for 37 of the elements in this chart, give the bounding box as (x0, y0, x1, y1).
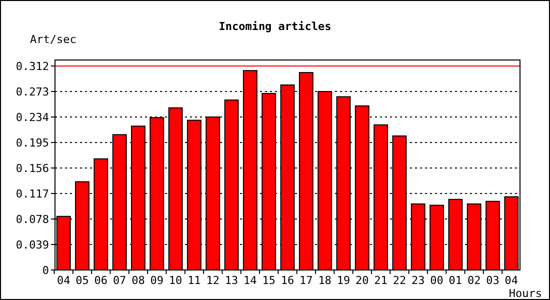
y-tick-label: 0.312 (16, 60, 49, 73)
x-tick-label: 20 (356, 274, 369, 287)
x-tick-label: 08 (132, 274, 145, 287)
y-tick-label: 0.273 (16, 85, 49, 98)
y-tick-label: 0.078 (16, 212, 49, 226)
x-tick-label: 15 (262, 274, 276, 287)
x-tick-label: 09 (150, 274, 164, 287)
x-tick-label: 02 (467, 274, 481, 287)
x-tick-label: 05 (76, 274, 89, 287)
y-tick-label: 0.117 (16, 187, 49, 200)
y-tick-label: 0.156 (16, 162, 49, 175)
x-tick-label: 01 (448, 274, 462, 287)
y-tick-label: 0 (42, 264, 49, 277)
x-tick-label: 04 (56, 274, 71, 287)
x-tick-label: 23 (411, 274, 425, 287)
y-axis-title: Art/sec (30, 33, 76, 46)
x-tick-label: 14 (244, 274, 258, 287)
x-tick-label: 10 (168, 274, 182, 287)
x-tick-label: 06 (94, 274, 108, 287)
y-tick-label: 0.234 (16, 110, 50, 124)
y-tick-label: 0.195 (16, 136, 49, 150)
x-tick-label: 07 (112, 274, 126, 287)
x-axis-title: Hours (508, 287, 542, 300)
x-tick-label: 13 (224, 274, 238, 287)
x-tick-label: 12 (206, 274, 220, 287)
x-tick-label: 22 (392, 274, 406, 287)
x-tick-label: 21 (374, 274, 388, 287)
x-tick-label: 04 (504, 274, 518, 287)
y-tick-label: 0.039 (16, 238, 49, 252)
x-tick-label: 19 (336, 274, 350, 287)
x-tick-label: 18 (318, 274, 332, 287)
x-tick-label: 00 (430, 274, 444, 287)
x-tick-label: 17 (300, 274, 313, 287)
x-tick-label: 03 (486, 274, 500, 287)
x-tick-label: 11 (188, 274, 201, 287)
x-tick-label: 16 (280, 274, 294, 287)
chart-title: Incoming articles (218, 20, 332, 33)
